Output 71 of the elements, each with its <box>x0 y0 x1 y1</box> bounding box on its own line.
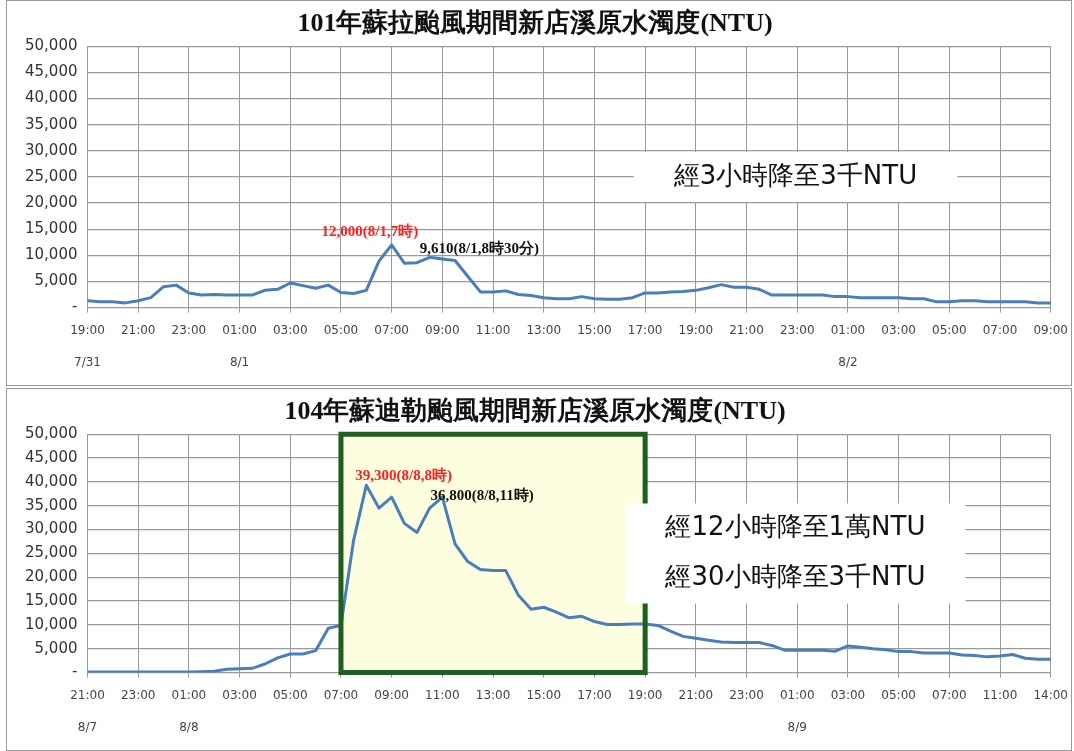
category-label: 21:00 8/7 <box>70 688 105 734</box>
annotation: 經12小時降至1萬NTU <box>664 511 926 542</box>
x-tick-label: 21:00 <box>678 688 714 703</box>
chart-title: 104年蘇迪勒颱風期間新店溪原水濁度(NTU) <box>284 396 786 426</box>
y-tick-label: - <box>72 297 78 316</box>
x-tick-label: 21:00 <box>120 323 156 338</box>
y-tick-label: - <box>72 662 78 681</box>
y-tick-label: 40,000 <box>24 88 78 107</box>
y-tick-label: 10,000 <box>24 614 78 633</box>
x-tick-label: 03:00 <box>222 688 257 703</box>
x-tick-label: 21:00 <box>729 323 764 338</box>
x-tick-label: 05:00 <box>932 323 967 338</box>
x-tick-label: 15:00 <box>577 323 612 338</box>
chart-title: 101年蘇拉颱風期間新店溪原水濁度(NTU) <box>297 8 773 38</box>
category-label: 01:00 8/1 <box>222 323 257 369</box>
x-tick-label: 05:00 <box>272 688 308 703</box>
x-tick-label: 19:00 <box>678 323 714 338</box>
y-tick-label: 15,000 <box>24 219 78 238</box>
x-tick-label: 07:00 <box>374 323 409 338</box>
x-tick-label: 17:00 <box>577 688 612 703</box>
x-tick-label: 07:00 <box>982 323 1018 338</box>
category-label: 19:00 7/31 <box>70 323 105 369</box>
x-tick-label: 11:00 <box>982 688 1018 703</box>
y-tick-label: 30,000 <box>24 519 78 538</box>
x-tick-label: 09:00 <box>1033 323 1069 338</box>
y-tick-label: 25,000 <box>24 166 78 185</box>
y-tick-label: 35,000 <box>24 114 78 133</box>
x-tick-label: 14:00 <box>1033 688 1069 703</box>
x-tick-label: 03:00 <box>272 323 308 338</box>
y-tick-label: 5,000 <box>34 638 78 657</box>
x-tick-label: 13:00 <box>475 688 511 703</box>
x-tick-label: 23:00 <box>120 688 156 703</box>
x-tick-label: 03:00 <box>830 688 866 703</box>
x-tick-label: 11:00 <box>475 323 511 338</box>
annotation: 經30小時降至3千NTU <box>664 561 926 592</box>
x-tick-label: 11:00 <box>425 688 460 703</box>
annotation: 36,800(8/8,11時) <box>430 487 534 505</box>
x-tick-label: 07:00 <box>932 688 967 703</box>
category-label: 01:00 8/2 <box>830 323 866 369</box>
x-tick-label: 05:00 <box>323 323 359 338</box>
y-tick-label: 5,000 <box>34 271 78 290</box>
y-tick-label: 10,000 <box>24 245 78 264</box>
x-tick-label: 03:00 <box>881 323 916 338</box>
x-tick-label: 07:00 <box>323 688 359 703</box>
x-tick-label: 15:00 <box>526 688 562 703</box>
y-tick-label: 35,000 <box>24 495 78 514</box>
x-tick-label: 19:00 <box>627 688 663 703</box>
y-tick-label: 50,000 <box>24 36 78 55</box>
annotation: 9,610(8/1,8時30分) <box>419 239 539 257</box>
y-tick-label: 20,000 <box>24 567 78 586</box>
x-tick-label: 05:00 <box>881 688 916 703</box>
x-tick-label: 17:00 <box>627 323 663 338</box>
y-tick-label: 30,000 <box>24 140 78 159</box>
annotation: 39,300(8/8,8時) <box>355 467 452 485</box>
x-tick-label: 13:00 <box>526 323 562 338</box>
y-tick-label: 45,000 <box>24 447 78 466</box>
x-tick-label: 23:00 <box>729 688 764 703</box>
y-tick-label: 45,000 <box>24 62 78 81</box>
x-tick-label: 23:00 <box>779 323 815 338</box>
x-tick-label: 09:00 <box>374 688 409 703</box>
y-tick-label: 40,000 <box>24 471 78 490</box>
annotation: 經3小時降至3千NTU <box>672 159 918 190</box>
x-tick-label: 09:00 <box>425 323 460 338</box>
annotation: 12,000(8/1,7時) <box>321 223 419 241</box>
category-label: 01:00 8/8 <box>171 688 207 734</box>
y-tick-label: 15,000 <box>24 590 78 609</box>
y-tick-label: 25,000 <box>24 543 78 562</box>
x-tick-label: 23:00 <box>171 323 207 338</box>
category-label: 01:00 8/9 <box>779 688 815 734</box>
y-tick-label: 50,000 <box>24 424 78 443</box>
y-tick-label: 20,000 <box>24 192 78 211</box>
